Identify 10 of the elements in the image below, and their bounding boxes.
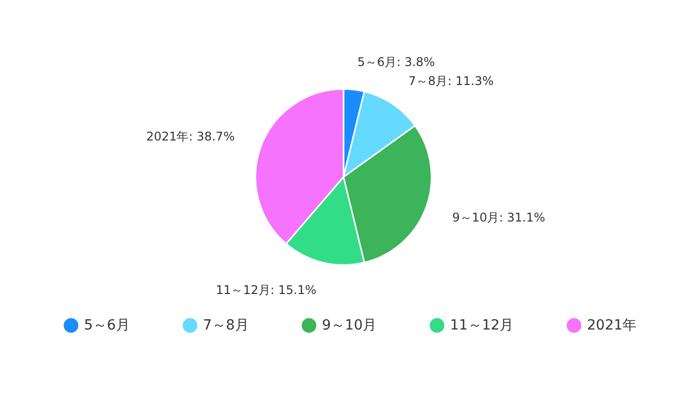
legend-label: 2021年 [587, 317, 637, 334]
data-label: 11～12月: 15.1% [216, 282, 316, 297]
data-label: 5～6月: 3.8% [357, 54, 435, 69]
legend-label: 9～10月 [322, 317, 377, 334]
data-label: 2021年: 38.7% [146, 130, 235, 144]
data-label: 7～8月: 11.3% [408, 74, 494, 88]
legend-label: 11～12月 [450, 317, 514, 334]
legend-label: 7～8月 [203, 317, 249, 334]
data-label: 9～10月: 31.1% [452, 210, 546, 224]
legend-label: 5～6月 [84, 317, 130, 334]
